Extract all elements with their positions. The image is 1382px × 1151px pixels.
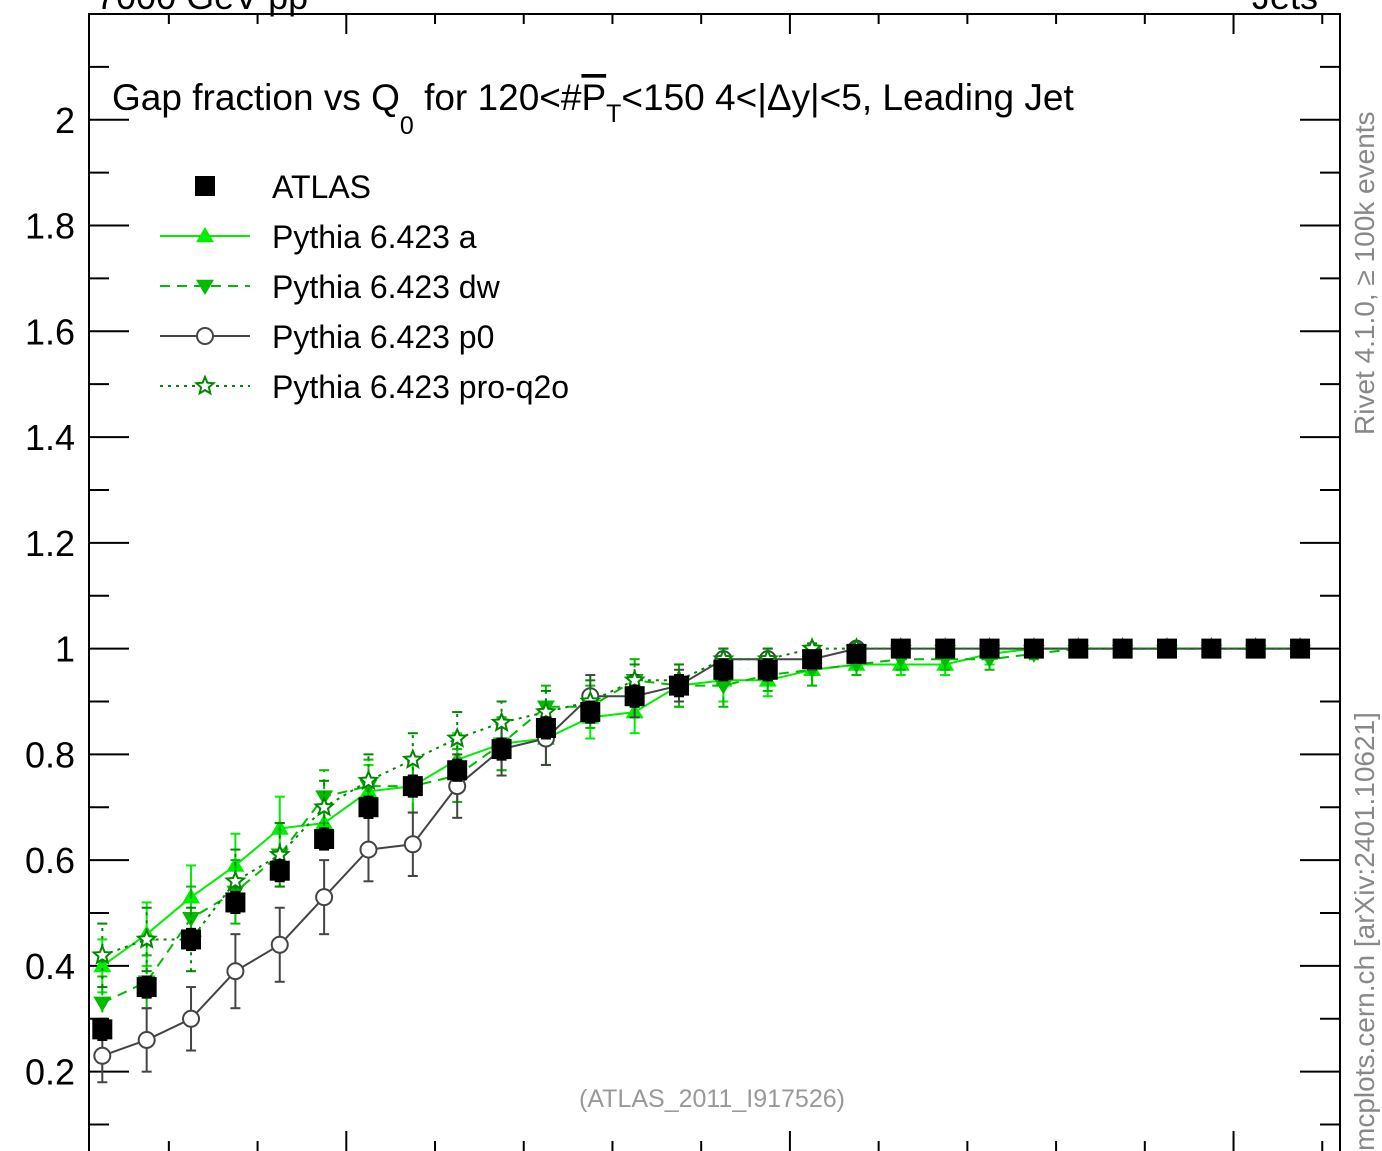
data-point — [979, 638, 1000, 659]
data-point — [358, 797, 379, 818]
data-point — [534, 700, 557, 722]
data-point — [846, 643, 867, 664]
data-point — [713, 659, 734, 680]
data-point — [93, 1046, 112, 1065]
y-tick-label: 0.2 — [25, 1052, 75, 1093]
series-pythia-6-423-pro-q2o — [91, 636, 1312, 989]
data-point — [446, 726, 469, 748]
data-point — [669, 675, 690, 696]
y-tick-label: 1.4 — [25, 417, 75, 458]
data-point — [92, 1019, 113, 1040]
data-point — [402, 776, 423, 797]
data-point — [135, 927, 158, 949]
chart-title: Gap fraction vs Q0 for 120<#PT<150 4<|Δy… — [112, 77, 1074, 140]
legend-item-pythia-6-423-dw: Pythia 6.423 dw — [160, 269, 501, 305]
legend-label: Pythia 6.423 dw — [272, 269, 501, 305]
data-point — [1023, 638, 1044, 659]
legend-marker — [196, 279, 214, 295]
y-tick-label: 1.6 — [25, 311, 75, 352]
legend-marker — [196, 327, 214, 345]
rivet-version-label: Rivet 4.1.0, ≥ 100k events — [1349, 111, 1380, 435]
data-point — [1156, 638, 1177, 659]
y-tick-label: 2 — [55, 100, 75, 141]
axis-ticks: 0.2 0.4 0.6 0.8 1 1.2 1.4 1.6 1.8 2 — [25, 14, 1340, 1151]
y-tick-label: 0.8 — [25, 734, 75, 775]
y-tick-label: 0.4 — [25, 946, 75, 987]
axes-frame — [88, 13, 1341, 1151]
data-point — [91, 943, 114, 965]
plot-frame — [88, 13, 1341, 1151]
legend-marker — [196, 227, 214, 243]
data-point — [137, 1030, 156, 1049]
header-right-label: Jets — [1252, 0, 1318, 18]
series-layer — [91, 636, 1312, 1084]
data-point — [226, 962, 245, 981]
data-point — [1068, 638, 1089, 659]
data-point — [225, 892, 246, 913]
data-point — [624, 686, 645, 707]
data-point — [357, 769, 380, 791]
data-point — [93, 996, 112, 1012]
legend-item-pythia-6-423-p0: Pythia 6.423 p0 — [160, 319, 494, 355]
data-point — [623, 668, 646, 690]
y-tick-label: 1 — [55, 629, 75, 670]
legend-label: ATLAS — [272, 169, 371, 205]
data-point — [1112, 638, 1133, 659]
data-point — [181, 929, 202, 950]
data-point — [490, 710, 513, 733]
data-point — [314, 828, 335, 849]
data-point — [757, 659, 778, 680]
series-line — [101, 647, 1301, 957]
data-point — [224, 869, 247, 891]
data-point — [890, 638, 911, 659]
y-tick-label: 1.8 — [25, 206, 75, 247]
legend: ATLAS Pythia 6.423 a Pythia 6.423 dw Pythia… — [160, 169, 569, 405]
data-point — [313, 795, 336, 817]
series-line — [101, 647, 1301, 967]
legend-marker — [195, 176, 215, 196]
data-point — [714, 679, 733, 695]
data-point — [268, 843, 291, 865]
data-point — [269, 860, 290, 881]
data-point — [270, 935, 289, 954]
data-point — [802, 649, 823, 670]
series-pythia-6-423-dw — [93, 642, 1310, 1031]
data-point — [1290, 638, 1311, 659]
legend-marker — [193, 374, 217, 396]
data-point — [182, 1009, 201, 1028]
data-point — [136, 977, 157, 998]
data-point — [315, 888, 334, 907]
data-point — [182, 912, 201, 928]
data-point — [1245, 638, 1266, 659]
data-point — [1201, 638, 1222, 659]
data-point — [93, 956, 112, 973]
data-point — [491, 739, 512, 760]
data-point — [580, 702, 601, 723]
series-atlas — [92, 638, 1311, 1041]
y-tick-label: 0.6 — [25, 840, 75, 881]
data-point — [401, 748, 424, 770]
legend-item-atlas: ATLAS — [195, 169, 371, 205]
legend-item-pythia-6-423-a: Pythia 6.423 a — [160, 219, 477, 255]
y-tick-label: 1.2 — [25, 523, 75, 564]
data-point — [935, 638, 956, 659]
data-point — [403, 835, 422, 854]
legend-item-pythia-6-423-pro-q2o: Pythia 6.423 pro-q2o — [160, 369, 569, 405]
analysis-label: (ATLAS_2011_I917526) — [579, 1085, 845, 1113]
header-left-label: 7000 GeV pp — [96, 0, 308, 18]
legend-label: Pythia 6.423 pro-q2o — [272, 369, 569, 405]
mcplots-reference-label: mcplots.cern.ch [arXiv:2401.10621] — [1349, 712, 1380, 1151]
data-point — [535, 717, 556, 738]
legend-label: Pythia 6.423 p0 — [272, 319, 494, 355]
legend-label: Pythia 6.423 a — [272, 219, 477, 255]
data-point — [447, 760, 468, 781]
data-point — [359, 840, 378, 859]
